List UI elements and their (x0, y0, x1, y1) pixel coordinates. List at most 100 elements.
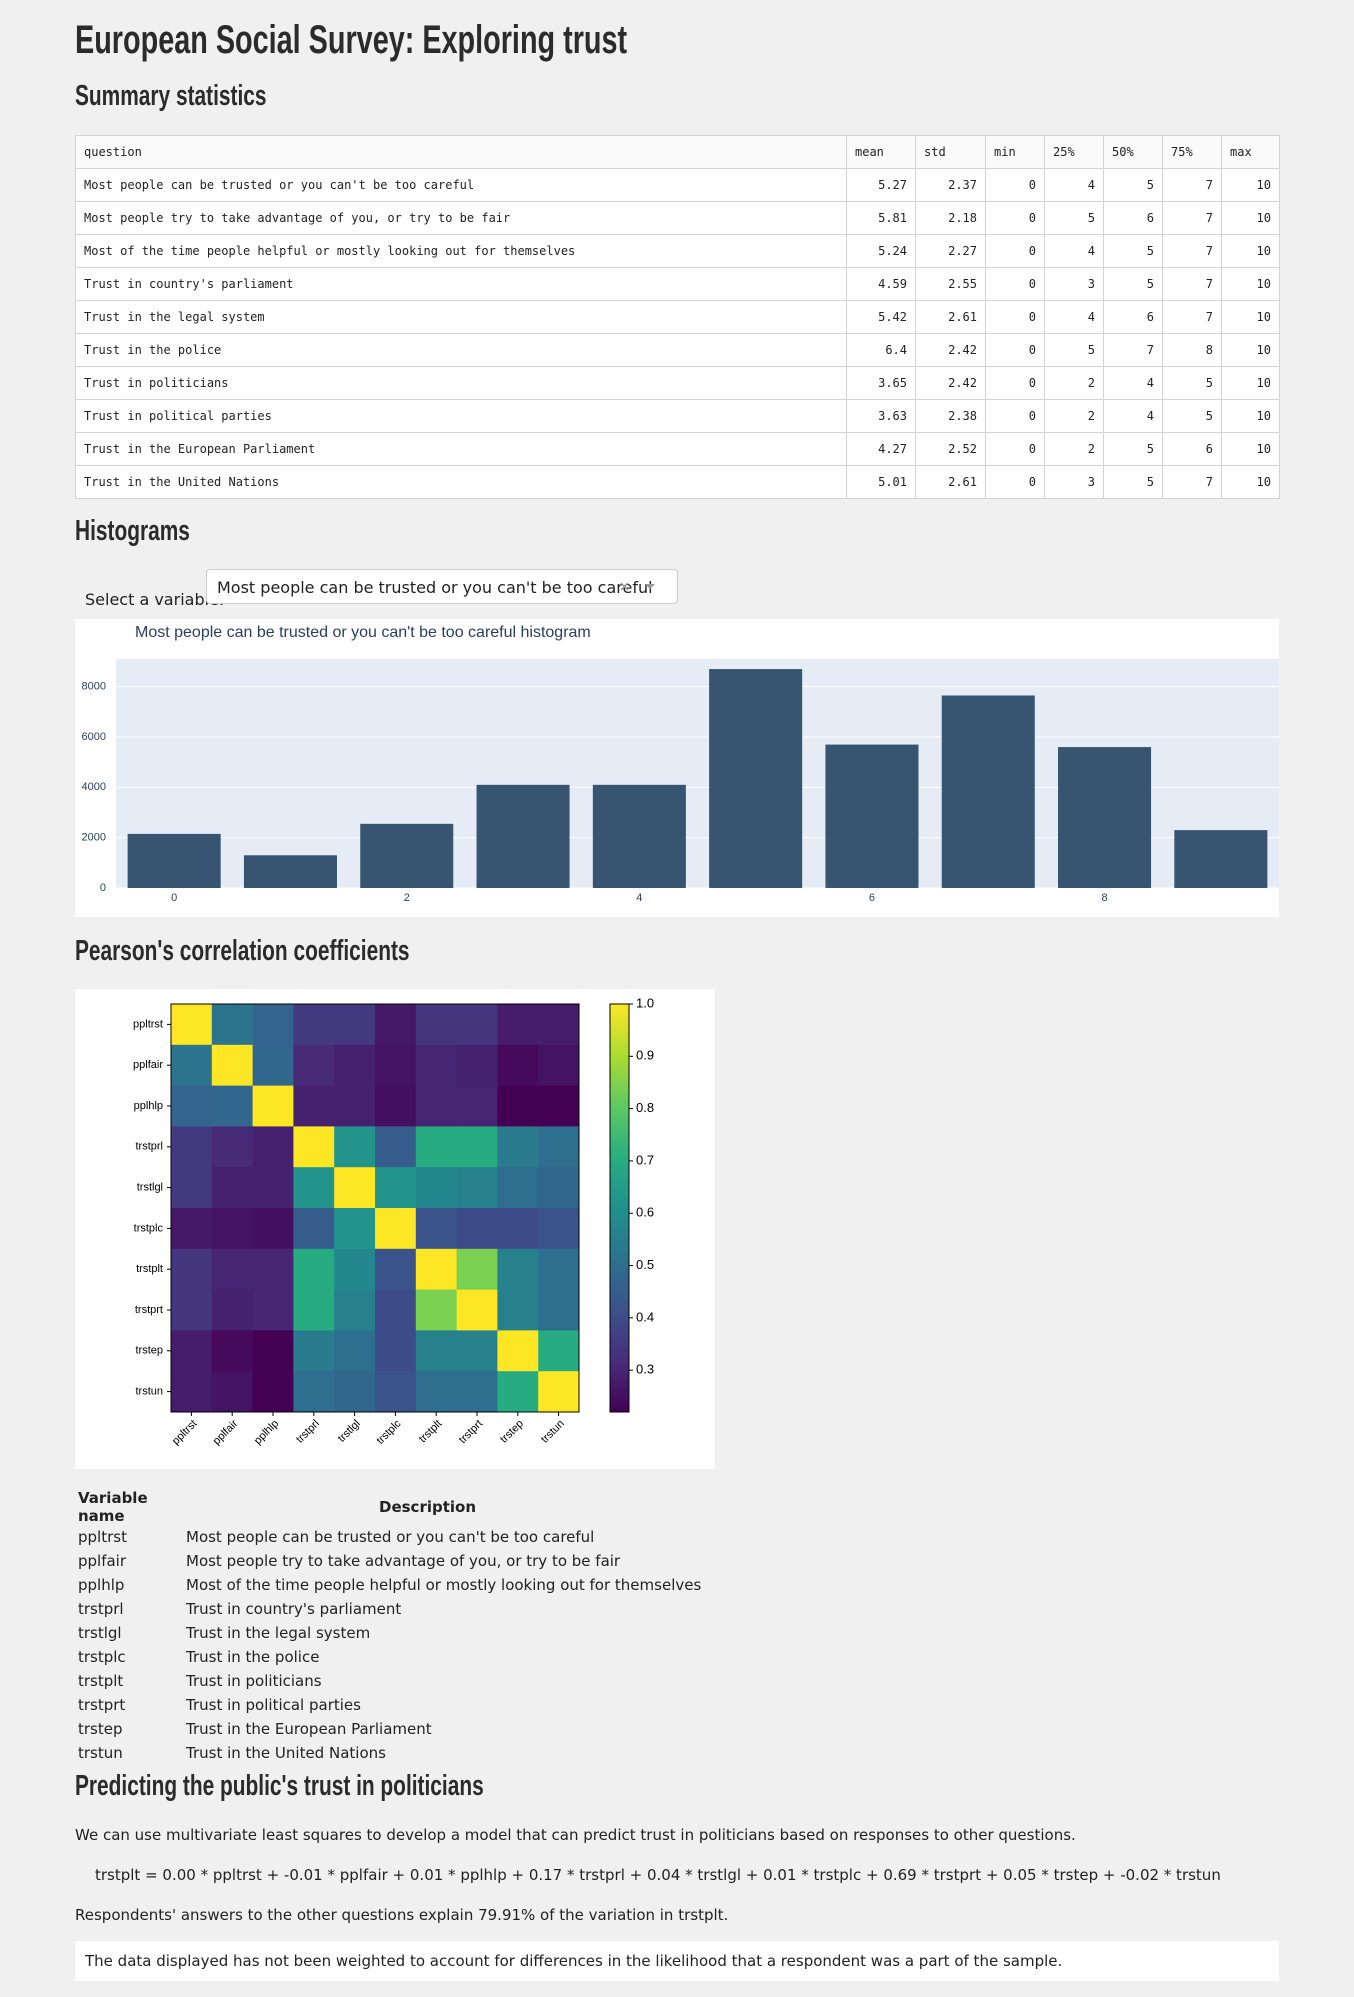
stat-cell: 5.81 (846, 201, 916, 235)
heatmap-cell (171, 1004, 213, 1046)
table-row: trstplt Trust in politicians (78, 1669, 701, 1693)
heatmap-cell (375, 1126, 417, 1168)
x-tick-label: 0 (171, 892, 177, 904)
stat-cell: 2.42 (915, 366, 986, 400)
heatmap-cell (171, 1248, 213, 1291)
colorbar-tick-label: 0.7 (636, 1152, 654, 1167)
stat-cell: 5.42 (846, 300, 916, 334)
heatmap-cell (252, 1330, 294, 1372)
variable-description: Trust in the United Nations (186, 1744, 386, 1762)
table-row: Trust in the legal system 5.42 2.61 0 4 6 7 10 (75, 300, 1280, 334)
stat-cell: 10 (1221, 432, 1280, 466)
heatmap-cell (456, 1330, 498, 1372)
header-row: Variable name Description (78, 1489, 701, 1525)
x-tick-label: trstlgl (336, 1418, 363, 1445)
variable-table: Variable name Description ppltrst Most pe… (78, 1489, 701, 1765)
stat-cell: 2.42 (915, 333, 986, 367)
stat-cell: 2.38 (915, 399, 986, 433)
stat-cell: 5 (1103, 432, 1163, 466)
heatmap-cell (252, 1004, 294, 1046)
stat-cell: 0 (985, 333, 1045, 367)
stat-cell: 2.61 (915, 300, 986, 334)
x-tick-label: trstprt (457, 1418, 485, 1446)
stat-cell: 10 (1221, 234, 1280, 268)
heatmap-cell (375, 1208, 417, 1250)
note-box: The data displayed has not been weighted… (75, 1941, 1279, 1981)
question-cell: Trust in the United Nations (75, 465, 847, 499)
heatmap-cell (497, 1044, 539, 1087)
heatmap-cell (211, 1371, 254, 1413)
stat-cell: 2.55 (915, 267, 986, 301)
table-row: Most of the time people helpful or mostl… (75, 234, 1280, 268)
bar (476, 784, 570, 888)
heatmap-cell (375, 1289, 417, 1331)
heatmap-cell (211, 1126, 254, 1168)
variable-name: trstlgl (78, 1624, 122, 1642)
stat-cell: 7 (1103, 333, 1163, 367)
variable-name: pplhlp (78, 1576, 125, 1594)
paragraph: Respondents' answers to the other questi… (75, 1906, 729, 1924)
stat-cell: 10 (1221, 465, 1280, 499)
stat-cell: 2 (1044, 366, 1104, 400)
bar (825, 744, 919, 888)
stat-cell: 6 (1103, 300, 1163, 334)
equation: trstplt = 0.00 * ppltrst + -0.01 * pplfa… (95, 1866, 1221, 1884)
section-heading: Summary statistics (75, 80, 267, 112)
colorbar-tick-label: 0.3 (636, 1362, 654, 1377)
heatmap-cell (415, 1330, 458, 1372)
x-tick-label: 8 (1101, 892, 1107, 904)
heatmap-cell (211, 1289, 254, 1331)
table-row: pplhlp Most of the time people helpful or… (78, 1573, 701, 1597)
colorbar-tick-label: 1.0 (636, 995, 654, 1010)
y-tick-label: 2000 (82, 832, 106, 844)
heatmap-cell (456, 1208, 498, 1250)
stat-cell: 6.4 (846, 333, 916, 367)
select-value: Most people can be trusted or you can't … (217, 578, 653, 597)
y-tick-label: trstprl (136, 1141, 164, 1153)
heatmap-cell (497, 1208, 539, 1250)
column-header: min (985, 135, 1045, 169)
x-tick-label: trstprl (294, 1418, 322, 1446)
bar (360, 823, 454, 888)
paragraph: We can use multivariate least squares to… (75, 1826, 1076, 1844)
y-tick-label: trstprt (135, 1304, 163, 1316)
variable-description: Most of the time people helpful or mostl… (186, 1576, 702, 1594)
table-row: Trust in the United Nations 5.01 2.61 0 3 5 7 1… (75, 465, 1280, 499)
colorbar-tick-label: 0.8 (636, 1100, 654, 1115)
bar (592, 784, 686, 888)
x-tick-label: 4 (636, 892, 642, 904)
table-row: Trust in the police 6.4 2.42 0 5 7 8 10 (75, 333, 1280, 367)
heatmap-cell (538, 1085, 580, 1127)
heatmap-cell (497, 1371, 539, 1413)
y-tick-label: ppltrst (133, 1018, 163, 1030)
stat-cell: 0 (985, 465, 1045, 499)
stat-cell: 10 (1221, 267, 1280, 301)
variable-select[interactable]: Most people can be trusted or you can't … (206, 569, 678, 604)
heatmap-cell (252, 1126, 294, 1168)
x-tick-label: ppltrst (170, 1418, 200, 1448)
heatmap-cell (538, 1371, 580, 1413)
stat-cell: 10 (1221, 168, 1280, 202)
stat-cell: 5 (1162, 399, 1222, 433)
stat-cell: 5 (1044, 333, 1104, 367)
heatmap-cell (375, 1167, 417, 1209)
stat-cell: 5 (1103, 465, 1163, 499)
stat-cell: 10 (1221, 366, 1280, 400)
x-tick-label: 2 (404, 892, 410, 904)
heatmap-cell (456, 1248, 498, 1291)
bar (1058, 747, 1152, 888)
bar (243, 855, 337, 888)
stat-cell: 3.65 (846, 366, 916, 400)
heatmap-cell (252, 1289, 294, 1331)
question-cell: Trust in the police (75, 333, 847, 367)
variable-description: Most people try to take advantage of you… (186, 1552, 621, 1570)
heatmap-cell (334, 1044, 376, 1087)
heatmap-cell (375, 1371, 417, 1413)
stat-cell: 7 (1162, 300, 1222, 334)
select-icons (620, 582, 655, 591)
heatmap-cell (211, 1044, 254, 1087)
stat-cell: 2 (1044, 399, 1104, 433)
section-heading: Pearson's correlation coefficients (75, 935, 410, 967)
stat-cell: 5.24 (846, 234, 916, 268)
